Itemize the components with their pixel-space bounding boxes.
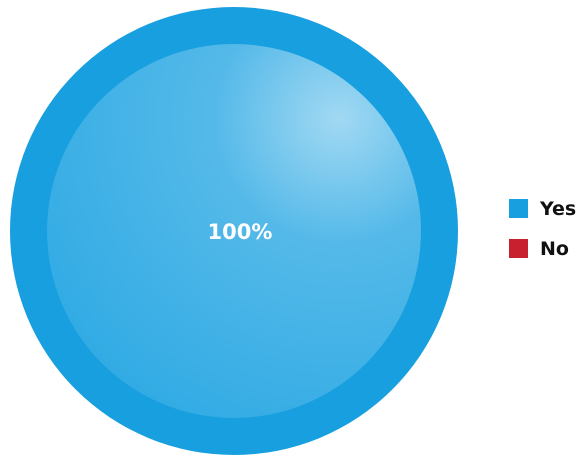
legend-item-no: No xyxy=(509,233,576,264)
legend-swatch-yes xyxy=(509,199,528,218)
pie-slice-yes-highlight xyxy=(47,44,421,418)
data-label-yes: 100% xyxy=(208,220,273,244)
legend-swatch-no xyxy=(509,239,528,258)
legend-label-yes: Yes xyxy=(540,197,577,220)
pie-slices xyxy=(10,7,458,455)
legend-item-yes: Yes xyxy=(509,193,576,224)
legend: Yes No xyxy=(509,193,576,273)
pie-data-labels: 100% xyxy=(208,220,273,244)
legend-label-no: No xyxy=(540,237,569,260)
